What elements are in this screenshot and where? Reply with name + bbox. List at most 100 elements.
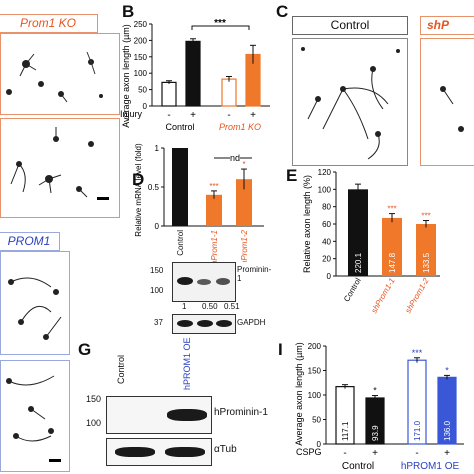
band — [177, 277, 193, 285]
bar — [221, 78, 237, 107]
blot-d: 150 100 Prominin-1 1 0.50 0.51 37 GAPDH — [138, 262, 274, 336]
y-tick-label: 200 — [308, 342, 322, 351]
chart-e-ylabel: Relative axon length (%) — [302, 175, 312, 273]
group-label-prom1ko: Prom1 KO — [219, 122, 261, 132]
panel-f-micrograph-top — [0, 251, 70, 355]
bar — [206, 194, 222, 226]
category-label: shProm1-1 — [369, 277, 396, 315]
in-bar-label: 171.0 — [413, 420, 422, 441]
significance-label: *** — [421, 212, 430, 221]
significance-label: *** — [214, 18, 226, 29]
y-tick-label: 0 — [143, 102, 148, 111]
blot-g-hprominin — [106, 396, 212, 434]
y-tick-label: 250 — [134, 20, 148, 29]
chart-e: Relative axon length (%) 0 20 40 60 80 100 120… — [302, 168, 440, 315]
y-tick-label: 0 — [155, 222, 160, 231]
lane-hprom1-oe: hPROM1 OE — [182, 337, 192, 390]
mw-100: 100 — [150, 286, 164, 295]
bar — [348, 189, 368, 276]
bar — [382, 217, 402, 276]
injury-sign: - — [167, 110, 170, 121]
mw-100: 100 — [86, 418, 102, 428]
cspg-sign: + — [444, 448, 450, 459]
panel-b-letter: B — [122, 2, 135, 21]
panel-e-letter: E — [286, 166, 298, 185]
band — [165, 447, 205, 457]
neuron-image — [6, 375, 61, 462]
category-label: shProm1-1 — [210, 230, 219, 262]
panel-c-micrograph-control — [292, 38, 408, 166]
y-tick-label: 50 — [138, 86, 147, 95]
gapdh-label: GAPDH — [237, 318, 266, 327]
band — [197, 320, 213, 327]
y-tick-label: 20 — [322, 255, 331, 264]
bar — [236, 179, 252, 226]
y-tick-label: 100 — [308, 391, 322, 400]
prominin-label: Prominin-1 — [237, 265, 272, 283]
chart-i-ylabel: Average axon length (µm) — [294, 342, 304, 446]
chart-i: Average axon length (µm) 0 50 100 150 200 11… — [294, 342, 464, 472]
significance-label: *** — [412, 348, 423, 358]
significance-label: *** — [209, 182, 218, 191]
y-tick-label: 1 — [155, 144, 160, 153]
panel-g-letter: G — [78, 340, 92, 359]
category-label: shProm1-2 — [403, 276, 431, 315]
blot-d-gapdh — [172, 314, 236, 334]
injury-sign: + — [190, 110, 196, 121]
y-tick-label: 150 — [308, 367, 322, 376]
panel-c-micrograph-sh — [420, 38, 474, 166]
chart-d: Relative mRNA level (fold) 00.51 **** Co… — [134, 143, 264, 262]
blot-g-atub — [106, 438, 212, 466]
bar — [161, 81, 177, 107]
significance-label: * — [242, 160, 245, 169]
y-tick-label: 0 — [327, 272, 332, 281]
band — [167, 409, 207, 421]
cspg-sign: - — [415, 448, 418, 459]
group-label-hprom1-oe: hPROM1 OE — [401, 461, 460, 472]
injury-sign: - — [227, 110, 230, 121]
in-bar-label: 117.1 — [341, 421, 350, 441]
cspg-sign: - — [343, 448, 346, 459]
category-label: shProm1-2 — [240, 229, 249, 262]
y-tick-label: 60 — [322, 220, 331, 229]
panel-a-micrograph-top — [0, 33, 120, 115]
band — [177, 320, 193, 327]
significance-bracket — [191, 25, 250, 30]
y-tick-label: 200 — [134, 36, 148, 45]
injury-sign: + — [250, 110, 256, 121]
chart-b: Average axon length (µm) 0 50 100 150 200 250… — [120, 18, 270, 132]
bar — [172, 148, 188, 226]
y-tick-label: 0.5 — [148, 183, 160, 192]
in-bar-label: 147.8 — [388, 252, 397, 273]
cspg-sign: + — [372, 448, 378, 459]
injury-label: Injury — [120, 109, 143, 119]
significance-label: * — [445, 365, 449, 375]
hprominin-label: hProminin-1 — [214, 407, 268, 418]
band — [197, 279, 211, 285]
y-tick-label: 100 — [318, 185, 332, 194]
y-tick-label: 0 — [317, 440, 322, 449]
category-label: Control — [342, 276, 363, 303]
y-tick-label: 50 — [312, 416, 321, 425]
panel-a-header: Prom1 KO — [0, 14, 98, 33]
quant-1: 1 — [182, 302, 187, 311]
significance-label: * — [373, 386, 377, 396]
y-tick-label: 150 — [134, 53, 148, 62]
significance-label: *** — [387, 205, 396, 214]
bar — [416, 224, 436, 276]
neuron-image — [440, 86, 464, 132]
group-label-control: Control — [342, 461, 374, 472]
mw-37: 37 — [154, 318, 163, 327]
y-tick-label: 100 — [134, 69, 148, 78]
panel-c-header-sh: shP — [420, 16, 474, 35]
panel-f-header: PROM1 OE — [0, 232, 60, 265]
mw-150: 150 — [86, 394, 102, 404]
y-tick-label: 40 — [322, 237, 331, 246]
in-bar-label: 133.5 — [422, 252, 431, 273]
neuron-image — [6, 51, 103, 103]
panel-c-header-control: Control — [292, 16, 408, 35]
blot-g: Control hPROM1 OE 150 100 hProminin-1 αT… — [86, 337, 278, 472]
category-label: Control — [176, 230, 185, 256]
y-tick-label: 80 — [322, 203, 331, 212]
in-bar-label: 136.0 — [443, 420, 452, 441]
